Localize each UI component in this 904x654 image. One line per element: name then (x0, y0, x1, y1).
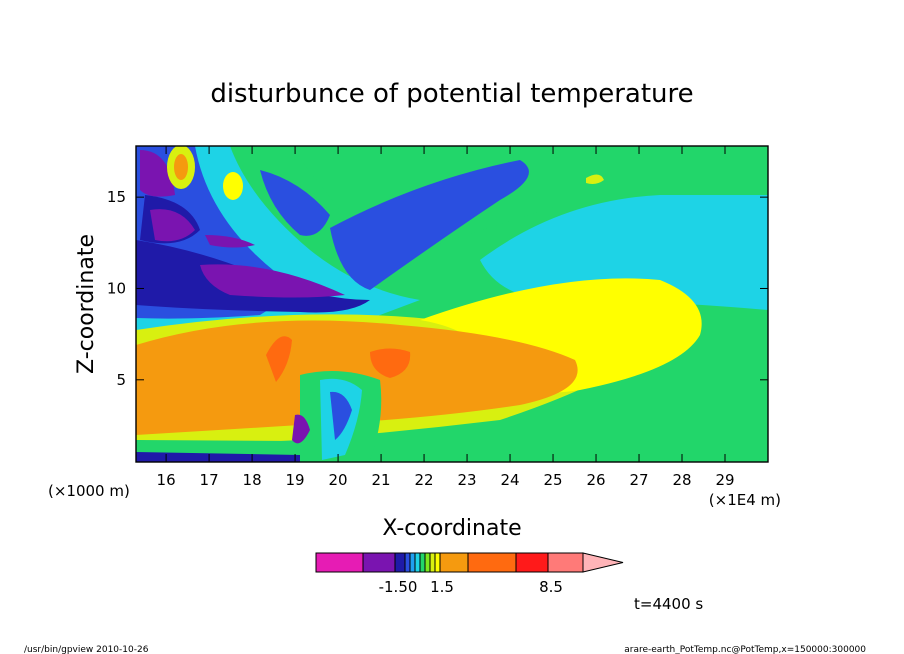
colorbar-segment (419, 552, 426, 573)
x-tick-label: 18 (243, 471, 262, 489)
colorbar-segment (467, 552, 517, 573)
y-unit-label: (×1000 m) (48, 482, 130, 500)
colorbar-label-3: 8.5 (539, 578, 563, 596)
y-tick-label: 5 (116, 371, 126, 389)
colorbar-segment (439, 552, 469, 573)
colorbar-segment (429, 552, 436, 573)
colorbar-arrow (582, 552, 624, 573)
colorbar-segment (547, 552, 584, 573)
x-tick-label: 16 (157, 471, 176, 489)
x-tick-label: 22 (415, 471, 434, 489)
y-tick-label: 15 (107, 188, 126, 206)
footer-left: /usr/bin/gpview 2010-10-26 (24, 645, 149, 654)
x-tick-label: 20 (329, 471, 348, 489)
x-tick-label: 26 (586, 471, 605, 489)
y-axis-label: Z-coordinate (74, 234, 99, 374)
x-tick-label: 25 (543, 471, 562, 489)
footer-right: arare-earth_PotTemp.nc@PotTemp,x=150000:… (624, 645, 866, 654)
x-axis-label: X-coordinate (382, 516, 521, 541)
x-tick-label: 24 (500, 471, 519, 489)
x-tick-label: 19 (286, 471, 305, 489)
x-unit-label: (×1E4 m) (709, 491, 781, 509)
colorbar-segment (414, 552, 421, 573)
colorbar-segment (409, 552, 416, 573)
y-axis: 5 10 15 (107, 188, 768, 389)
colorbar-label-1: -1.50 (379, 578, 418, 596)
contour-field (136, 146, 768, 462)
colorbar-segment (424, 552, 431, 573)
x-tick-label: 29 (715, 471, 734, 489)
colorbar-label-2: 1.5 (430, 578, 454, 596)
colorbar-segment (394, 552, 406, 573)
chart-title: disturbunce of potential temperature (210, 79, 693, 109)
x-tick-label: 27 (629, 471, 648, 489)
colorbar-segment (515, 552, 549, 573)
colorbar-segment (362, 552, 396, 573)
x-tick-label: 21 (372, 471, 391, 489)
colorbar-segment (315, 552, 364, 573)
colorbar (315, 552, 624, 573)
time-annotation: t=4400 s (634, 595, 703, 613)
x-tick-label: 23 (458, 471, 477, 489)
colorbar-segment (404, 552, 411, 573)
x-tick-label: 17 (200, 471, 219, 489)
plot-frame (135, 145, 769, 463)
colorbar-segment (434, 552, 441, 573)
x-tick-label: 28 (672, 471, 691, 489)
y-tick-label: 10 (107, 279, 126, 297)
x-axis: 16 17 18 19 20 21 22 23 24 25 26 27 28 29 (157, 146, 735, 489)
